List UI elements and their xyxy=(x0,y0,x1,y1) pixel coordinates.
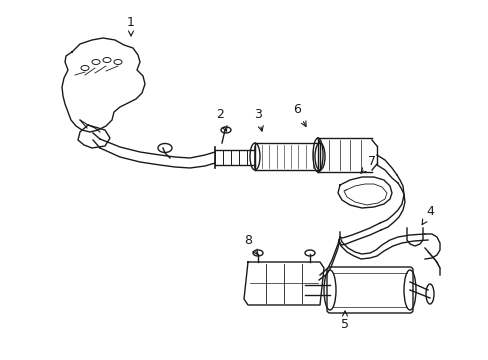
Text: 2: 2 xyxy=(216,108,226,131)
Text: 5: 5 xyxy=(340,311,348,332)
Text: 8: 8 xyxy=(244,234,257,255)
Text: 6: 6 xyxy=(292,104,305,126)
Text: 4: 4 xyxy=(421,206,433,225)
Text: 7: 7 xyxy=(360,156,375,173)
Text: 1: 1 xyxy=(127,15,135,36)
Text: 3: 3 xyxy=(254,108,263,131)
